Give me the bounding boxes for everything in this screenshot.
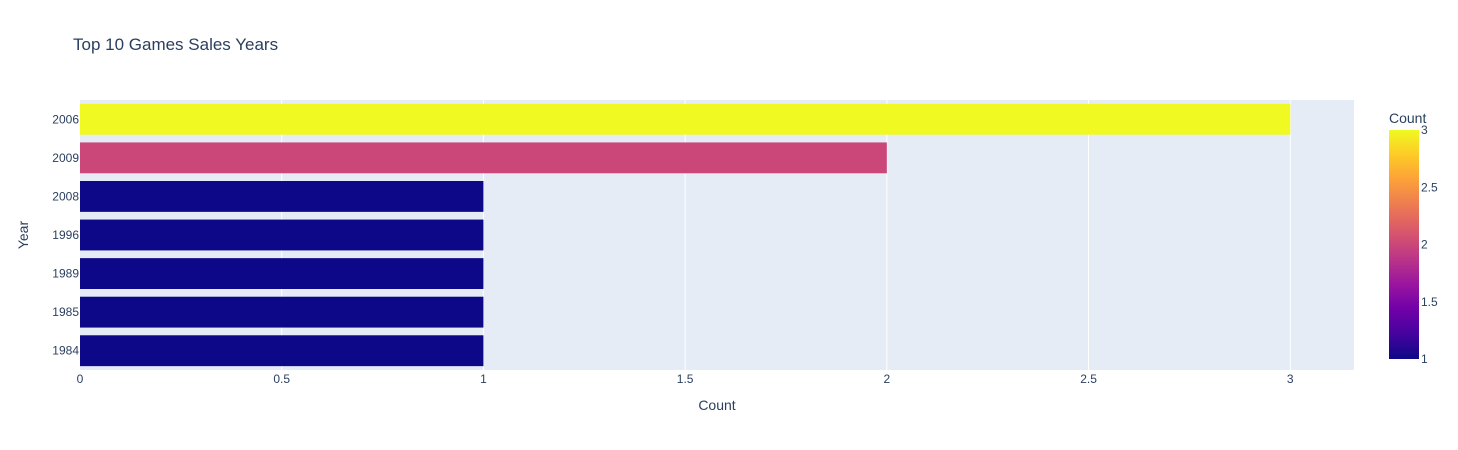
bar-1985[interactable]	[80, 296, 484, 328]
y-tick-label: 1984	[52, 344, 79, 358]
x-tick-label: 2	[883, 372, 890, 386]
y-tick-label: 2008	[52, 189, 79, 203]
bar-1984[interactable]	[80, 335, 484, 367]
bar-1989[interactable]	[80, 258, 484, 289]
colorbar-tick-label: 1	[1421, 352, 1428, 366]
colorbar-scale	[1389, 130, 1419, 359]
colorbar-tick-label: 1.5	[1421, 295, 1438, 309]
chart-title: Top 10 Games Sales Years	[73, 35, 278, 54]
x-axis-ticks: 0 0.5 1 1.5 2 2.5 3	[77, 372, 1294, 386]
bar-1996[interactable]	[80, 219, 484, 251]
y-axis-ticks: 2006 2009 2008 1996 1989 1985 1984	[52, 112, 79, 357]
colorbar-tick-label: 2	[1421, 238, 1428, 252]
y-tick-label: 1996	[52, 228, 79, 242]
y-tick-label: 2009	[52, 151, 79, 165]
x-tick-label: 1.5	[677, 372, 694, 386]
colorbar-tick-label: 3	[1421, 123, 1428, 137]
x-tick-label: 1	[480, 372, 487, 386]
x-tick-label: 0	[77, 372, 84, 386]
y-tick-label: 2006	[52, 112, 79, 126]
colorbar-ticks: 1 1.5 2 2.5 3	[1421, 123, 1438, 366]
y-tick-label: 1985	[52, 305, 79, 319]
y-axis-title: Year	[15, 221, 31, 250]
colorbar: Count 1 1.5 2 2.5 3	[1389, 110, 1438, 366]
x-tick-label: 3	[1287, 372, 1294, 386]
bar-2009[interactable]	[80, 142, 887, 174]
x-axis-title: Count	[698, 397, 735, 413]
colorbar-title: Count	[1389, 110, 1426, 126]
x-tick-label: 2.5	[1080, 372, 1097, 386]
bar-2006[interactable]	[80, 103, 1291, 135]
colorbar-tick-label: 2.5	[1421, 180, 1438, 194]
x-tick-label: 0.5	[273, 372, 290, 386]
y-tick-label: 1989	[52, 267, 79, 281]
bar-2008[interactable]	[80, 181, 484, 212]
bars	[80, 103, 1291, 367]
